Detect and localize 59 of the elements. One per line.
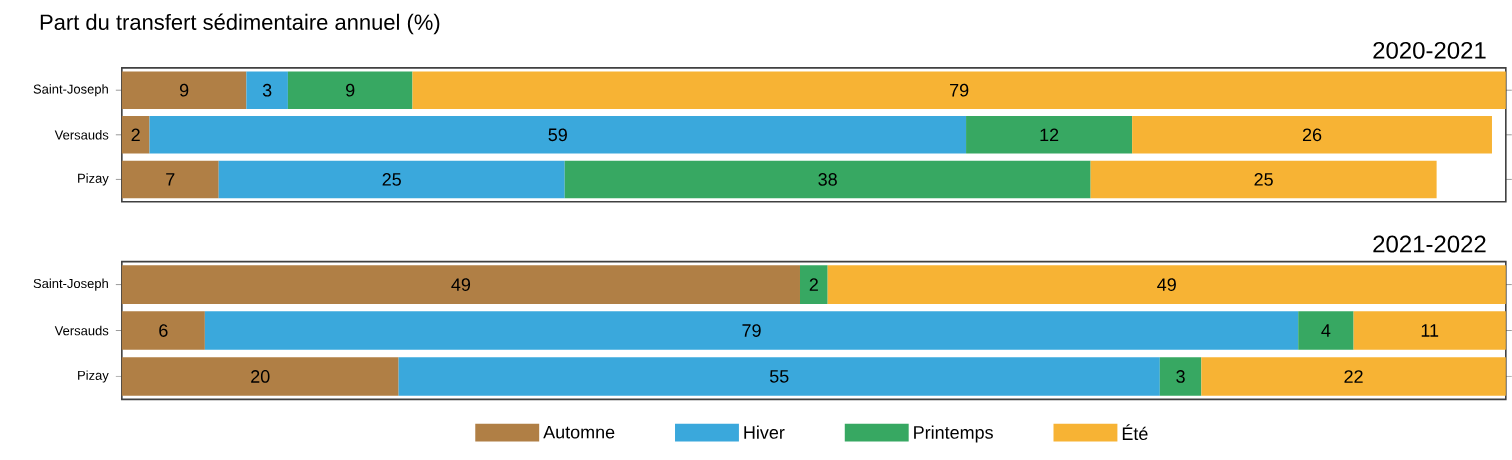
- data-label: 79: [950, 83, 969, 97]
- data-label: 49: [1157, 278, 1176, 291]
- data-label: 79: [742, 323, 761, 337]
- bar: [121, 311, 205, 350]
- data-label: 11: [1421, 324, 1439, 337]
- data-label: 9: [179, 83, 189, 97]
- bar: [1201, 357, 1506, 396]
- bar: [1159, 357, 1202, 396]
- data-label: 12: [1040, 128, 1059, 141]
- data-label: 7: [166, 173, 175, 186]
- data-label: 55: [769, 370, 789, 383]
- y-tick-label: Saint-Joseph: [33, 84, 108, 97]
- legend-label: Hiver: [744, 425, 785, 439]
- data-label: 20: [251, 369, 270, 383]
- data-label: 9: [346, 83, 355, 97]
- y-tick-label: Saint-Joseph: [33, 278, 108, 291]
- data-label: 25: [382, 172, 401, 186]
- bar: [218, 160, 565, 198]
- data-label: 2: [131, 128, 140, 141]
- chart-subtitle: 2020-2021: [1373, 41, 1486, 59]
- bar: [799, 265, 828, 304]
- y-tick-label: Versauds: [54, 325, 109, 336]
- bar: [398, 357, 1160, 396]
- bar: [121, 357, 399, 396]
- data-label: 3: [1176, 369, 1185, 383]
- bar: [1132, 115, 1492, 154]
- data-label: 25: [1254, 172, 1273, 186]
- data-label: 49: [451, 278, 471, 291]
- bar: [564, 160, 1091, 198]
- bar: [1090, 160, 1437, 198]
- bar: [121, 160, 219, 198]
- bar: [204, 311, 1299, 350]
- chart-title: 2021-2022: [1373, 235, 1486, 253]
- data-label: 26: [1302, 128, 1322, 142]
- bar: [121, 71, 247, 109]
- chart-title: Part du transfert sédimentaire annuel (%): [40, 13, 440, 35]
- legend-label: Automne: [543, 425, 615, 439]
- y-tick-label: Pizay: [78, 370, 109, 383]
- data-label: 4: [1321, 324, 1331, 337]
- bar: [149, 115, 967, 154]
- data-label: 2: [809, 278, 818, 291]
- bar: [1298, 311, 1354, 350]
- bar: [827, 265, 1506, 304]
- data-label: 6: [159, 323, 168, 337]
- bar: [121, 115, 150, 154]
- y-tick-label: Versauds: [54, 129, 109, 140]
- bar: [121, 265, 800, 304]
- bar: [1353, 311, 1506, 350]
- data-label: 3: [262, 83, 272, 97]
- bar: [412, 71, 1506, 109]
- bar: [966, 115, 1133, 154]
- legend-label: Printemps: [914, 425, 993, 443]
- data-label: 59: [548, 128, 567, 142]
- bar: [287, 71, 413, 109]
- legend-label: Été: [1122, 424, 1148, 440]
- bar: [246, 71, 288, 109]
- data-label: 38: [818, 172, 837, 186]
- data-label: 22: [1344, 370, 1363, 383]
- y-tick-label: Pizay: [78, 173, 109, 186]
